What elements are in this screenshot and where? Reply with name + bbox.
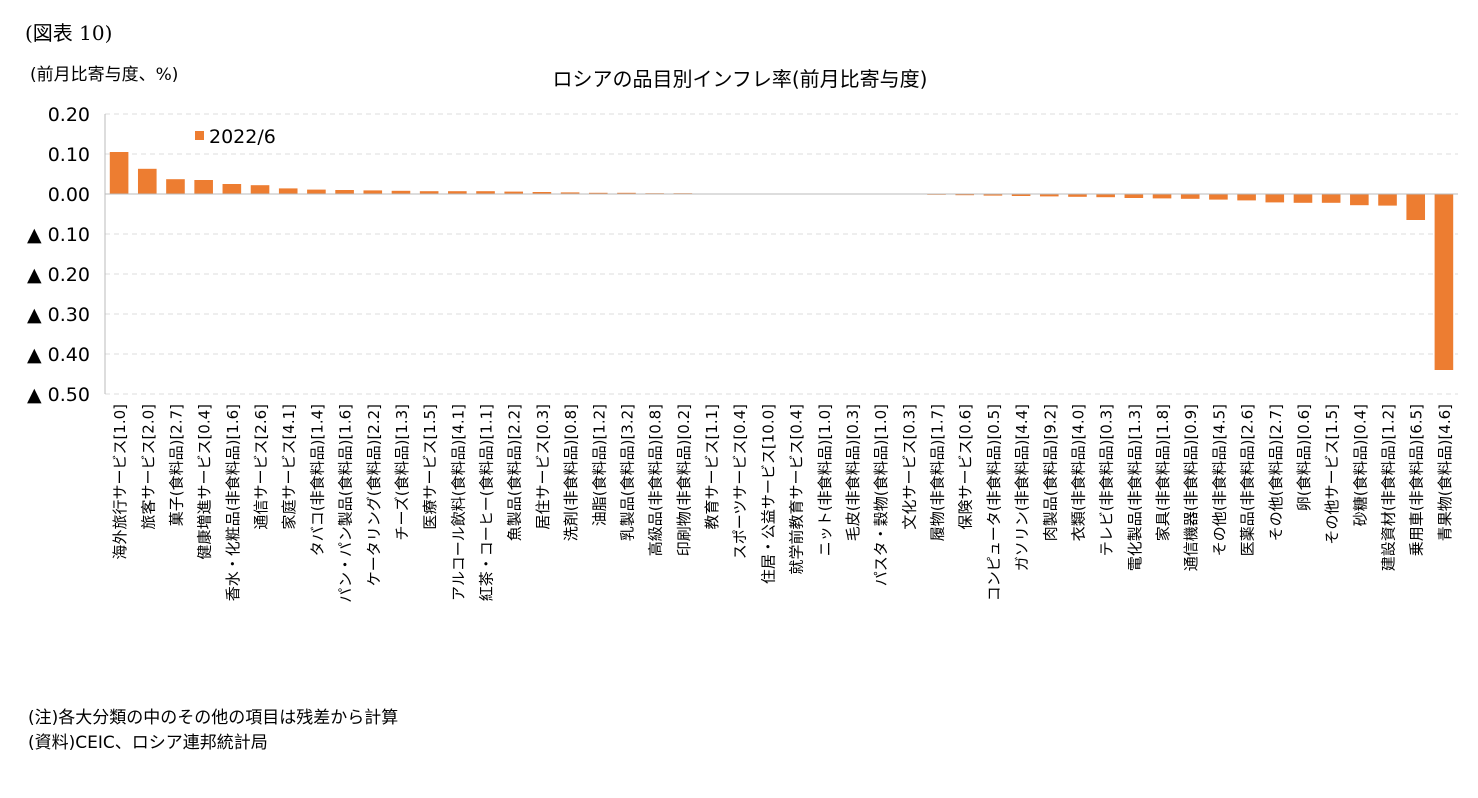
y-tick-label: ▲ 0.50: [27, 384, 90, 406]
bar: [1435, 194, 1454, 370]
bar: [223, 184, 242, 194]
x-tick-label: 住居・公益サービス[10.0]: [759, 404, 777, 584]
x-tick-label: ガソリン(非食料品)[4.4]: [1013, 404, 1031, 571]
y-tick-label: 0.00: [48, 184, 90, 206]
x-tick-label: 海外旅行サービス[1.0]: [111, 404, 129, 560]
bar: [335, 190, 354, 194]
x-tick-label: 洗剤(非食料品)[0.8]: [562, 404, 580, 541]
chart-title: ロシアの品目別インフレ率(前月比寄与度): [552, 67, 927, 91]
bar: [1125, 194, 1144, 198]
x-tick-label: 油脂(食料品)[1.2]: [590, 404, 608, 526]
bar: [138, 169, 157, 194]
x-tick-label: 健康増進サービス[0.4]: [196, 404, 214, 560]
x-tick-label: 卵(食料品)[0.6]: [1295, 404, 1313, 511]
x-tick-label: 教育サービス[1.1]: [703, 404, 721, 530]
x-tick-label: 文化サービス[0.3]: [900, 404, 918, 530]
x-tick-label: 乳製品(食料品)[3.2]: [618, 404, 636, 541]
legend-swatch: [195, 131, 204, 140]
y-tick-label: ▲ 0.40: [27, 344, 90, 366]
x-tick-label: 履物(非食料品)[1.7]: [929, 404, 947, 541]
x-tick-label: コンピュータ(非食料品)[0.5]: [985, 404, 1003, 601]
x-tick-label: テレビ(非食料品)[0.3]: [1098, 404, 1116, 556]
x-tick-label: アルコール飲料(食料品)[4.1]: [449, 404, 467, 601]
x-tick-label: 居住サービス[0.3]: [534, 404, 552, 530]
bar: [1378, 194, 1397, 206]
note: (注)各大分類の中のその他の項目は残差から計算: [28, 708, 398, 728]
y-tick-label: ▲ 0.20: [27, 264, 90, 286]
x-tick-label: ニット(非食料品)[1.0]: [816, 404, 834, 556]
x-tick-label: 医療サービス[1.5]: [421, 404, 439, 530]
x-tick-label: 保険サービス[0.6]: [957, 404, 975, 530]
bar: [1406, 194, 1425, 220]
x-tick-label: 魚製品(食料品)[2.2]: [506, 404, 524, 541]
x-tick-label: 医薬品(非食料品)[2.6]: [1239, 404, 1257, 556]
x-tick-label: 衣類(非食料品)[4.0]: [1069, 404, 1087, 541]
x-tick-label: 高級品(非食料品)[0.8]: [647, 404, 665, 556]
bar: [1322, 194, 1341, 203]
x-tick-label: 電化製品(非食料品)[1.3]: [1126, 404, 1144, 571]
x-tick-label: その他(食料品)[2.7]: [1267, 404, 1285, 541]
y-tick-label: ▲ 0.10: [27, 224, 90, 246]
x-tick-label: ケータリング(食料品)[2.2]: [365, 404, 383, 586]
x-tick-label: 建設資材(非食料品)[1.2]: [1380, 404, 1398, 571]
x-tick-label: 毛皮(非食料品)[0.3]: [844, 404, 862, 541]
x-tick-label: パスタ・穀物(食料品)[1.0]: [872, 404, 890, 586]
y-tick-label: 0.10: [48, 144, 90, 166]
x-tick-label: 菓子(食料品)[2.7]: [167, 404, 185, 526]
bar: [1209, 194, 1228, 200]
x-tick-label: 家具(非食料品)[1.8]: [1154, 404, 1172, 541]
x-tick-label: その他(非食料品)[4.5]: [1210, 404, 1228, 556]
y-tick-label: ▲ 0.30: [27, 304, 90, 326]
x-tick-label: スポーツサービス[0.4]: [731, 404, 749, 559]
x-tick-label: 家庭サービス[4.1]: [280, 404, 298, 530]
x-tick-label: 乗用車(非食料品)[6.5]: [1408, 404, 1426, 556]
x-tick-label: 肉製品(食料品)[9.2]: [1041, 404, 1059, 541]
y-tick-label: 0.20: [48, 104, 90, 126]
x-tick-label: 旅客サービス[2.0]: [139, 404, 157, 530]
x-tick-label: 通信サービス[2.6]: [252, 404, 270, 530]
bar: [166, 179, 185, 194]
bar: [251, 185, 270, 194]
x-tick-label: タバコ(非食料品)[1.4]: [308, 404, 326, 556]
bar: [194, 180, 213, 194]
bar: [279, 188, 298, 194]
bar: [1265, 194, 1284, 202]
y-axis-label: (前月比寄与度、%): [30, 65, 178, 85]
x-tick-label: 砂糖(食料品)[0.4]: [1351, 404, 1369, 526]
note: (資料)CEIC、ロシア連邦統計局: [28, 733, 268, 753]
x-tick-label: 香水・化粧品(非食料品)[1.6]: [224, 404, 242, 601]
bar: [110, 152, 129, 194]
x-tick-label: 就学前教育サービス[0.4]: [788, 404, 806, 575]
bar: [1181, 194, 1200, 199]
bar: [1153, 194, 1172, 198]
x-tick-label: 青果物(食料品)[4.6]: [1436, 404, 1454, 541]
bar: [363, 190, 382, 194]
x-tick-label: パン・パン製品(食料品)[1.6]: [337, 404, 355, 603]
bar: [1350, 194, 1369, 205]
x-tick-label: 印刷物(非食料品)[0.2]: [675, 404, 693, 556]
figure-label: (図表 10): [25, 21, 112, 45]
legend-label: 2022/6: [209, 126, 276, 148]
bar: [1237, 194, 1256, 200]
bar: [307, 190, 326, 194]
x-tick-label: その他サービス[1.5]: [1323, 404, 1341, 545]
x-tick-label: 通信機器(非食料品)[0.9]: [1182, 404, 1200, 571]
x-tick-label: 紅茶・コーヒー(食料品)[1.1]: [478, 404, 496, 601]
bar: [1294, 194, 1313, 203]
x-tick-label: チーズ(食料品)[1.3]: [393, 404, 411, 541]
